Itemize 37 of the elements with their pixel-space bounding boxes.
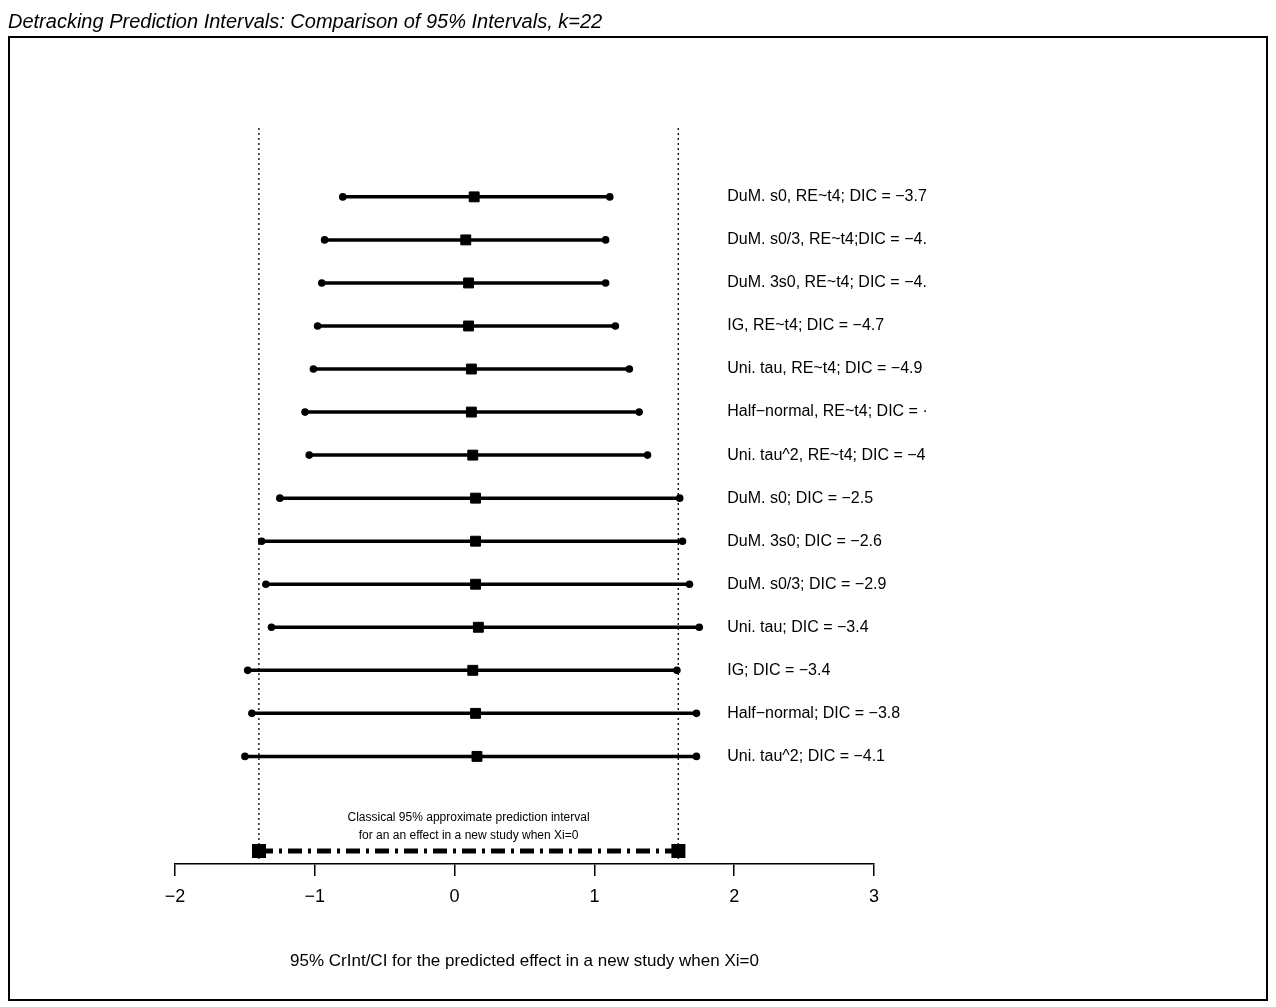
x-tick-label: −2 <box>164 885 186 906</box>
point <box>463 320 475 332</box>
y-tick-label: IG, RE~t4; DIC = −4.7 <box>727 316 885 334</box>
y-tick-label: Uni. tau^2, RE~t4; DIC = −4 <box>727 445 926 463</box>
point <box>467 664 479 676</box>
chart-title: Detracking Prediction Intervals: Comparison of 95% Intervals, k=22 <box>8 9 604 34</box>
point <box>471 750 483 762</box>
x-axis-title: 95% CrInt/CI for the predicted effect in a new study when Xi=0 <box>290 951 759 971</box>
point <box>460 234 472 246</box>
x-tick-label: 3 <box>868 885 880 906</box>
y-tick-label: Half−normal; DIC = −3.8 <box>727 703 901 721</box>
point <box>463 277 475 289</box>
y-tick-label: Uni. tau, RE~t4; DIC = −4.9 <box>727 359 923 377</box>
x-tick-label: 0 <box>449 885 460 906</box>
y-tick-label: DuM. s0/3, RE~t4;DIC = −4. <box>727 230 927 248</box>
x-tick-label: 1 <box>589 885 600 906</box>
point <box>465 363 477 375</box>
y-tick-label: DuM. 3s0; DIC = −2.6 <box>727 531 883 549</box>
y-tick-label: IG; DIC = −3.4 <box>727 660 831 678</box>
point <box>465 406 477 418</box>
point <box>470 535 482 547</box>
y-tick-label: Uni. tau; DIC = −3.4 <box>727 617 869 635</box>
point <box>470 578 482 590</box>
text: Classical 95% approximate prediction interval for an an effect in a new study when Xi=0 <box>347 810 590 843</box>
y-tick-label: DuM. 3s0, RE~t4; DIC = −4. <box>727 273 927 291</box>
point <box>472 621 484 633</box>
y-tick-label: DuM. s0/3; DIC = −2.9 <box>727 574 887 592</box>
point <box>470 707 482 719</box>
y-tick-label: DuM. s0; DIC = −2.5 <box>727 488 874 506</box>
y-tick-label: Half−normal, RE~t4; DIC = · <box>727 402 928 420</box>
point <box>468 191 480 203</box>
y-tick-label: DuM. s0, RE~t4; DIC = −3.7 <box>727 187 927 205</box>
point <box>470 492 482 504</box>
y-tick-label: Uni. tau^2; DIC = −4.1 <box>727 746 886 764</box>
point <box>467 449 479 461</box>
x-tick-label: 2 <box>729 885 740 906</box>
x-tick-label: −1 <box>304 885 326 906</box>
